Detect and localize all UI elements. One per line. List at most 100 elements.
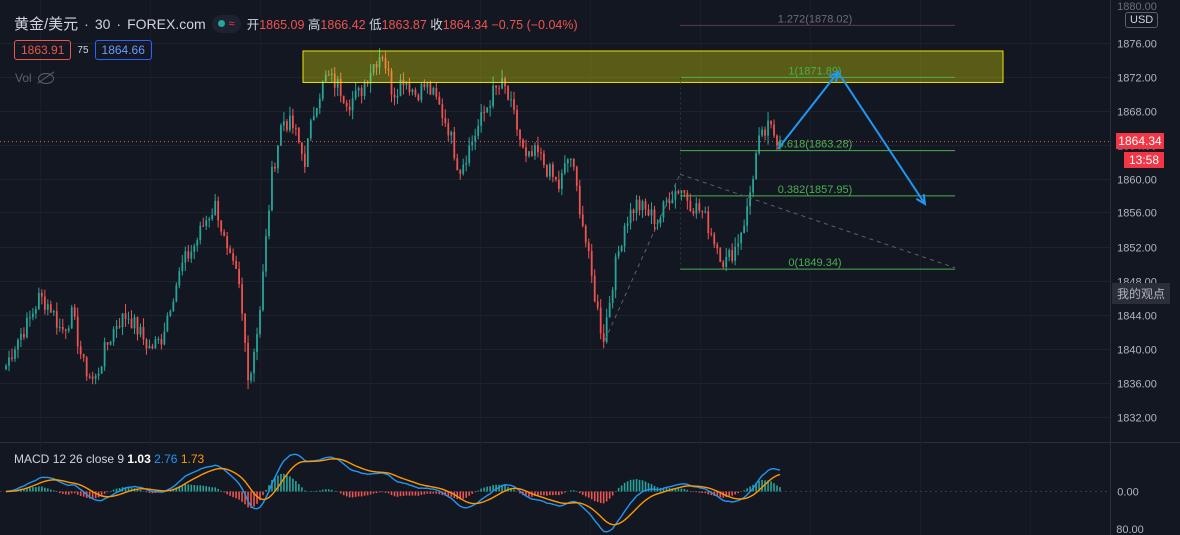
trade-prices: 1863.91 75 1864.66 — [14, 40, 152, 60]
my-view-button[interactable]: 我的观点 — [1112, 283, 1171, 304]
candle-body — [734, 246, 737, 261]
candle-body — [581, 214, 584, 226]
candle-body — [396, 95, 399, 98]
sell-price-button[interactable]: 1863.91 — [14, 40, 72, 60]
y-tick-label: 1836.00 — [1117, 379, 1157, 391]
candle-body — [259, 310, 261, 335]
candle-body — [716, 244, 719, 249]
candle-body — [710, 232, 713, 235]
candle-body — [560, 173, 563, 190]
candle-body — [124, 313, 127, 319]
candle-body — [193, 245, 196, 252]
candle-body — [91, 376, 94, 379]
candle-body — [8, 357, 10, 366]
candle-body — [58, 326, 61, 328]
candle-body — [327, 74, 330, 76]
candle-body — [121, 313, 124, 328]
candle-body — [118, 326, 121, 328]
candle-body — [85, 357, 88, 377]
candle-body — [393, 94, 396, 98]
candle-body — [731, 250, 734, 261]
candle-body — [100, 366, 103, 374]
candle-body — [205, 220, 208, 227]
candle-body — [202, 225, 205, 227]
macd-legend[interactable]: MACD 12 26 close 9 1.03 2.76 1.73 — [14, 452, 204, 466]
candle-body — [82, 354, 85, 358]
candle-body — [369, 72, 372, 84]
candle-body — [647, 209, 650, 216]
candle-body — [366, 82, 369, 84]
candle-body — [70, 307, 73, 329]
candle-body — [297, 127, 300, 143]
candle-body — [525, 147, 527, 156]
candle-body — [286, 121, 288, 131]
main-pane-bg — [0, 0, 1110, 442]
candle-body — [220, 220, 223, 232]
candle-body — [575, 166, 578, 186]
candle-body — [43, 296, 46, 310]
symbol-name[interactable]: 黄金/美元 — [14, 16, 79, 33]
candle-body — [551, 164, 554, 177]
candle-body — [139, 327, 142, 335]
fib-level-label: 0(1849.34) — [788, 257, 841, 269]
candle-body — [537, 145, 539, 153]
candle-body — [486, 107, 489, 113]
candle-body — [725, 256, 728, 268]
candle-body — [271, 166, 273, 211]
spread-value: 75 — [77, 44, 89, 56]
eye-hidden-icon[interactable] — [37, 72, 54, 84]
y-tick-label: 1832.00 — [1117, 413, 1157, 425]
candle-body — [405, 81, 408, 86]
candle-body — [181, 262, 184, 272]
candle-body — [289, 115, 291, 131]
market-status-pill[interactable]: ≈ — [211, 14, 241, 33]
candle-body — [522, 139, 524, 148]
candle-body — [280, 125, 282, 146]
candle-body — [462, 164, 465, 174]
candle-body — [501, 78, 503, 89]
candle-body — [692, 210, 695, 214]
macd-zero-label: 0.00 — [1117, 487, 1138, 499]
candle-body — [211, 214, 214, 219]
candle-body — [644, 201, 647, 210]
buy-price-button[interactable]: 1864.66 — [94, 40, 152, 60]
candle-body — [79, 346, 82, 355]
high-value: 1866.42 — [320, 18, 366, 32]
candle-body — [348, 106, 351, 111]
header-separator: · — [84, 15, 89, 32]
candle-body — [277, 145, 279, 169]
interval-label[interactable]: 30 — [94, 15, 111, 32]
y-tick-label: 1852.00 — [1117, 243, 1157, 255]
trend-line — [604, 174, 681, 341]
candles — [5, 48, 781, 390]
y-tick-label: 1844.00 — [1117, 311, 1157, 323]
candle-body — [94, 375, 97, 379]
candle-body — [133, 317, 136, 329]
volume-legend[interactable]: Vol — [15, 71, 54, 85]
candle-body — [73, 307, 76, 317]
candle-body — [456, 158, 459, 171]
candle-body — [674, 191, 677, 200]
bar-countdown-label: 13:58 — [1124, 152, 1164, 168]
candle-body — [671, 199, 674, 204]
signal-line — [5, 458, 781, 526]
currency-button[interactable]: USD — [1125, 12, 1159, 28]
candle-body — [758, 135, 760, 154]
candle-body — [190, 251, 193, 259]
macd-bottom-label: 80.00 — [1116, 524, 1144, 535]
candle-body — [303, 153, 306, 167]
candle-body — [115, 326, 118, 330]
candle-body — [178, 271, 181, 286]
candle-body — [244, 313, 246, 343]
macd-label: MACD — [14, 452, 50, 466]
candle-body — [587, 242, 590, 252]
candle-body — [653, 209, 656, 225]
candle-body — [465, 162, 468, 165]
candle-body — [52, 311, 55, 313]
candle-body — [253, 352, 255, 374]
candle-body — [321, 81, 324, 99]
macd-line — [5, 453, 781, 533]
candle-body — [157, 338, 160, 340]
candle-body — [250, 373, 252, 381]
